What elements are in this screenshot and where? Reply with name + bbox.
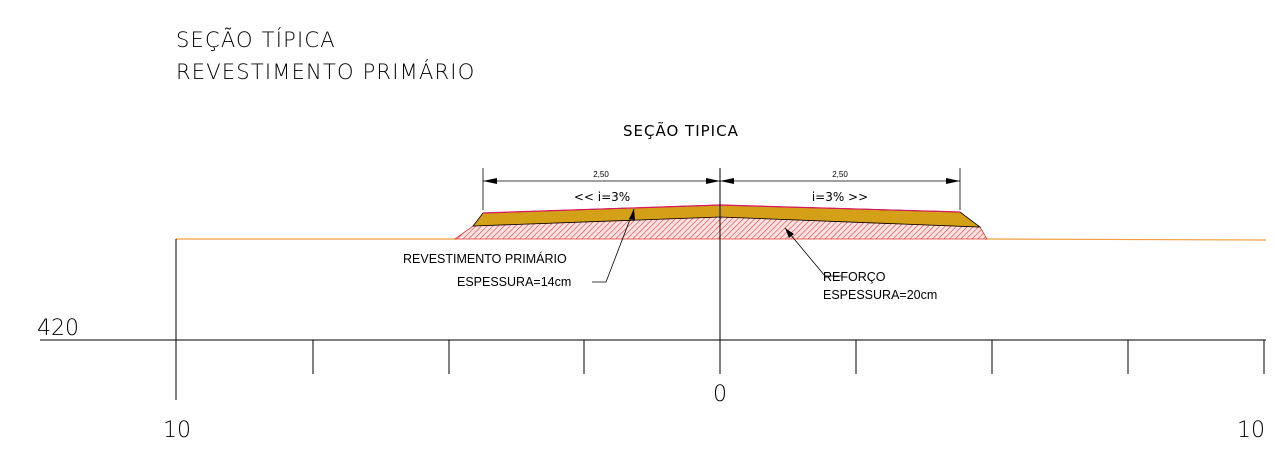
- title-line-2: REVESTIMENTO PRIMÁRIO: [176, 59, 475, 84]
- dim-arrow-3: [720, 178, 734, 184]
- leader-surface-arrow: [629, 209, 635, 220]
- station-center-label: 0: [713, 382, 727, 407]
- dim-arrow-4: [946, 178, 960, 184]
- leader-base-arrow: [785, 228, 794, 238]
- section-subtitle: SEÇÃO TIPICA: [623, 121, 739, 140]
- station-ticks: [312, 340, 1265, 374]
- base-layer-label: REFORÇO: [823, 270, 886, 284]
- dim-arrow-1: [483, 178, 497, 184]
- station-left-label: 10: [163, 418, 191, 443]
- dim-left-value: 2,50: [593, 170, 609, 179]
- slope-right: i=3% >>: [812, 190, 868, 204]
- elevation-label: 420: [37, 316, 79, 341]
- surface-layer-thickness: ESPESSURA=14cm: [457, 275, 571, 289]
- surface-layer-label: REVESTIMENTO PRIMÁRIO: [403, 251, 567, 266]
- leader-base: [784, 227, 842, 277]
- leader-surface: [592, 208, 635, 283]
- title-line-1: SEÇÃO TÍPICA: [176, 27, 336, 52]
- dim-arrow-2: [706, 178, 720, 184]
- base-layer-thickness: ESPESSURA=20cm: [823, 288, 937, 302]
- station-right-label: 10: [1237, 418, 1265, 443]
- terrain-line-right: [984, 238, 1267, 241]
- dim-right-value: 2,50: [832, 170, 848, 179]
- slope-left: << i=3%: [574, 190, 630, 204]
